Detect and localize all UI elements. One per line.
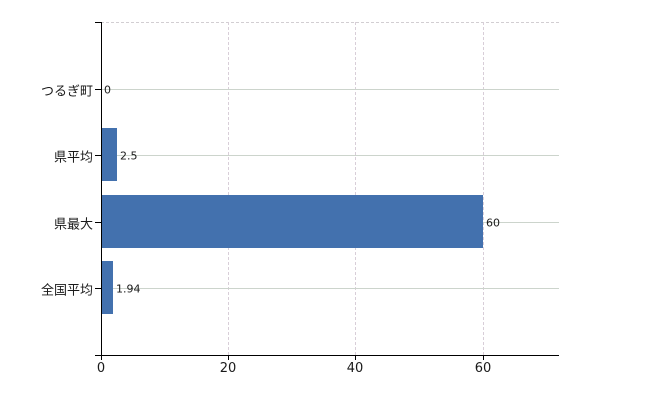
y-tick-mark-top [95,22,101,23]
h-gridline [101,288,559,289]
h-gridline [101,155,559,156]
category-label: 全国平均 [40,283,93,299]
y-axis-line [101,22,102,359]
v-gridline [483,22,484,355]
plot-area: 0 2.5 60 1.94 [101,22,559,355]
value-label: 0 [104,83,111,97]
x-tick-label: 40 [346,361,364,376]
y-tick-mark [95,222,101,223]
y-tick-mark [95,288,101,289]
plot-top-border [101,22,559,23]
y-tick-mark [95,155,101,156]
value-label: 2.5 [120,149,138,163]
bar [101,195,483,248]
bar [101,128,117,181]
x-tick-mark [228,355,229,360]
value-label: 1.94 [116,282,141,296]
category-label: つるぎ町 [40,84,93,100]
x-tick-label: 60 [474,361,492,376]
x-axis-line [95,355,559,356]
x-tick-mark [355,355,356,360]
x-tick-mark [483,355,484,360]
h-gridline [101,89,559,90]
category-label: 県最大 [53,217,93,233]
value-label: 60 [486,216,500,230]
bar [101,261,113,314]
v-gridline [228,22,229,355]
y-tick-mark [95,89,101,90]
category-label: 県平均 [53,150,93,166]
x-tick-label: 0 [96,361,106,376]
x-tick-label: 20 [219,361,237,376]
v-gridline [355,22,356,355]
